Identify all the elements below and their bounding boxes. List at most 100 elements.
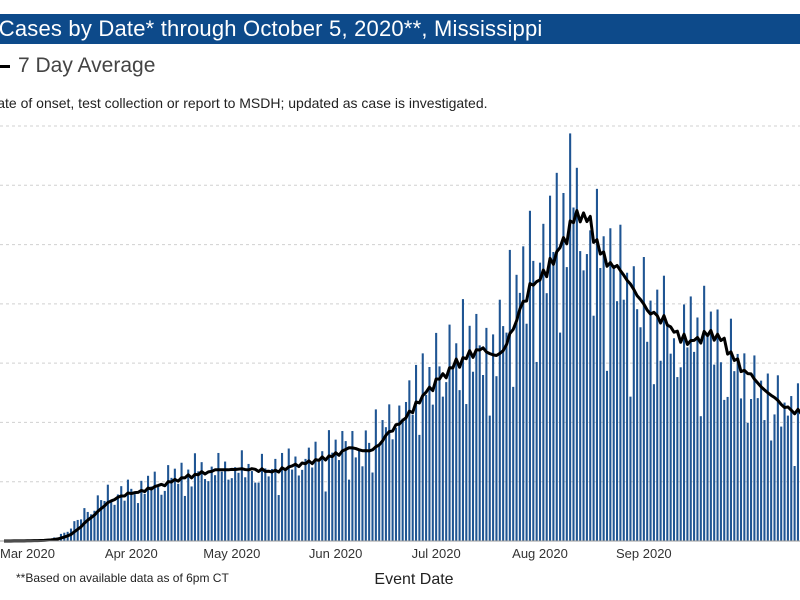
- bar: [659, 360, 662, 541]
- bar: [374, 409, 377, 541]
- bar: [173, 468, 176, 541]
- bar: [696, 317, 699, 541]
- bar: [401, 418, 404, 541]
- bar: [733, 371, 736, 541]
- bar: [371, 472, 374, 541]
- bar: [683, 304, 686, 541]
- bar: [311, 467, 314, 541]
- bar: [277, 495, 280, 541]
- x-tick-label: Sep 2020: [616, 546, 672, 561]
- bar: [592, 315, 595, 541]
- bar: [361, 466, 364, 541]
- bar: [93, 510, 96, 541]
- bar: [398, 405, 401, 541]
- bar: [706, 334, 709, 541]
- bar: [555, 172, 558, 541]
- bar: [669, 353, 672, 541]
- bar: [636, 309, 639, 541]
- x-tick-label: Aug 2020: [512, 546, 568, 561]
- bar: [652, 384, 655, 541]
- bar: [110, 500, 113, 541]
- bar: [301, 469, 304, 541]
- bar: [656, 289, 659, 541]
- bar: [726, 396, 729, 541]
- bar: [719, 362, 722, 541]
- bar: [200, 462, 203, 541]
- bar: [404, 401, 408, 541]
- x-tick-label: Jun 2020: [309, 546, 363, 561]
- bar: [368, 442, 371, 541]
- bar: [703, 285, 706, 541]
- bar: [569, 133, 572, 541]
- bar: [575, 167, 578, 542]
- bar: [780, 426, 783, 541]
- bar: [384, 427, 387, 541]
- bar: [605, 370, 609, 541]
- bar: [475, 313, 478, 541]
- x-axis-title: Event Date: [374, 571, 453, 588]
- bar: [234, 467, 237, 541]
- bar: [210, 466, 213, 541]
- bar: [364, 430, 367, 541]
- bar: [415, 364, 418, 541]
- bar: [287, 448, 290, 541]
- bar: [391, 439, 394, 541]
- bar: [344, 441, 347, 541]
- bar: [123, 500, 126, 541]
- bar: [341, 431, 344, 541]
- bar: [394, 427, 397, 541]
- bar: [528, 210, 531, 541]
- bar: [187, 469, 190, 541]
- bar: [599, 267, 602, 541]
- bar: [639, 327, 642, 541]
- bar: [672, 338, 676, 541]
- bar: [776, 375, 779, 541]
- bar: [562, 192, 565, 542]
- bar: [465, 404, 468, 541]
- bar: [334, 439, 337, 541]
- legend-label: 7 Day Average: [18, 54, 156, 77]
- bar: [348, 479, 351, 541]
- footnote: **Based on available data as of 6pm CT: [16, 571, 229, 585]
- bar: [240, 450, 243, 541]
- bar: [157, 487, 160, 541]
- x-tick-label: May 2020: [203, 546, 260, 561]
- bar: [739, 398, 743, 541]
- bar: [274, 458, 277, 541]
- bar: [619, 224, 622, 541]
- bar: [317, 461, 320, 541]
- bar: [281, 452, 284, 541]
- bar: [207, 481, 210, 541]
- bar: [153, 471, 156, 541]
- bar: [244, 477, 247, 541]
- bar: [103, 500, 106, 541]
- bar: [662, 275, 665, 541]
- bar: [552, 251, 555, 542]
- x-tick-label: Jul 2020: [412, 546, 461, 561]
- bar: [646, 341, 649, 541]
- bar: [515, 274, 518, 541]
- bar: [716, 309, 719, 541]
- bar: [689, 296, 692, 541]
- bar: [626, 272, 629, 541]
- bar: [458, 390, 461, 541]
- bar: [267, 476, 270, 541]
- bar: [167, 465, 170, 541]
- x-tick-label: Mar 2020: [0, 546, 55, 561]
- bar: [411, 414, 414, 541]
- bar: [438, 366, 441, 541]
- bar: [147, 475, 150, 541]
- bar: [230, 478, 233, 541]
- bar: [441, 396, 444, 541]
- bar: [180, 462, 183, 541]
- bar: [291, 469, 294, 541]
- bar: [421, 353, 424, 541]
- bar: [492, 334, 495, 541]
- bar: [136, 503, 140, 541]
- bar: [324, 491, 327, 541]
- bar: [572, 207, 575, 541]
- bar: [693, 351, 696, 541]
- bar: [532, 260, 535, 542]
- bar: [679, 367, 682, 541]
- bar: [518, 292, 521, 541]
